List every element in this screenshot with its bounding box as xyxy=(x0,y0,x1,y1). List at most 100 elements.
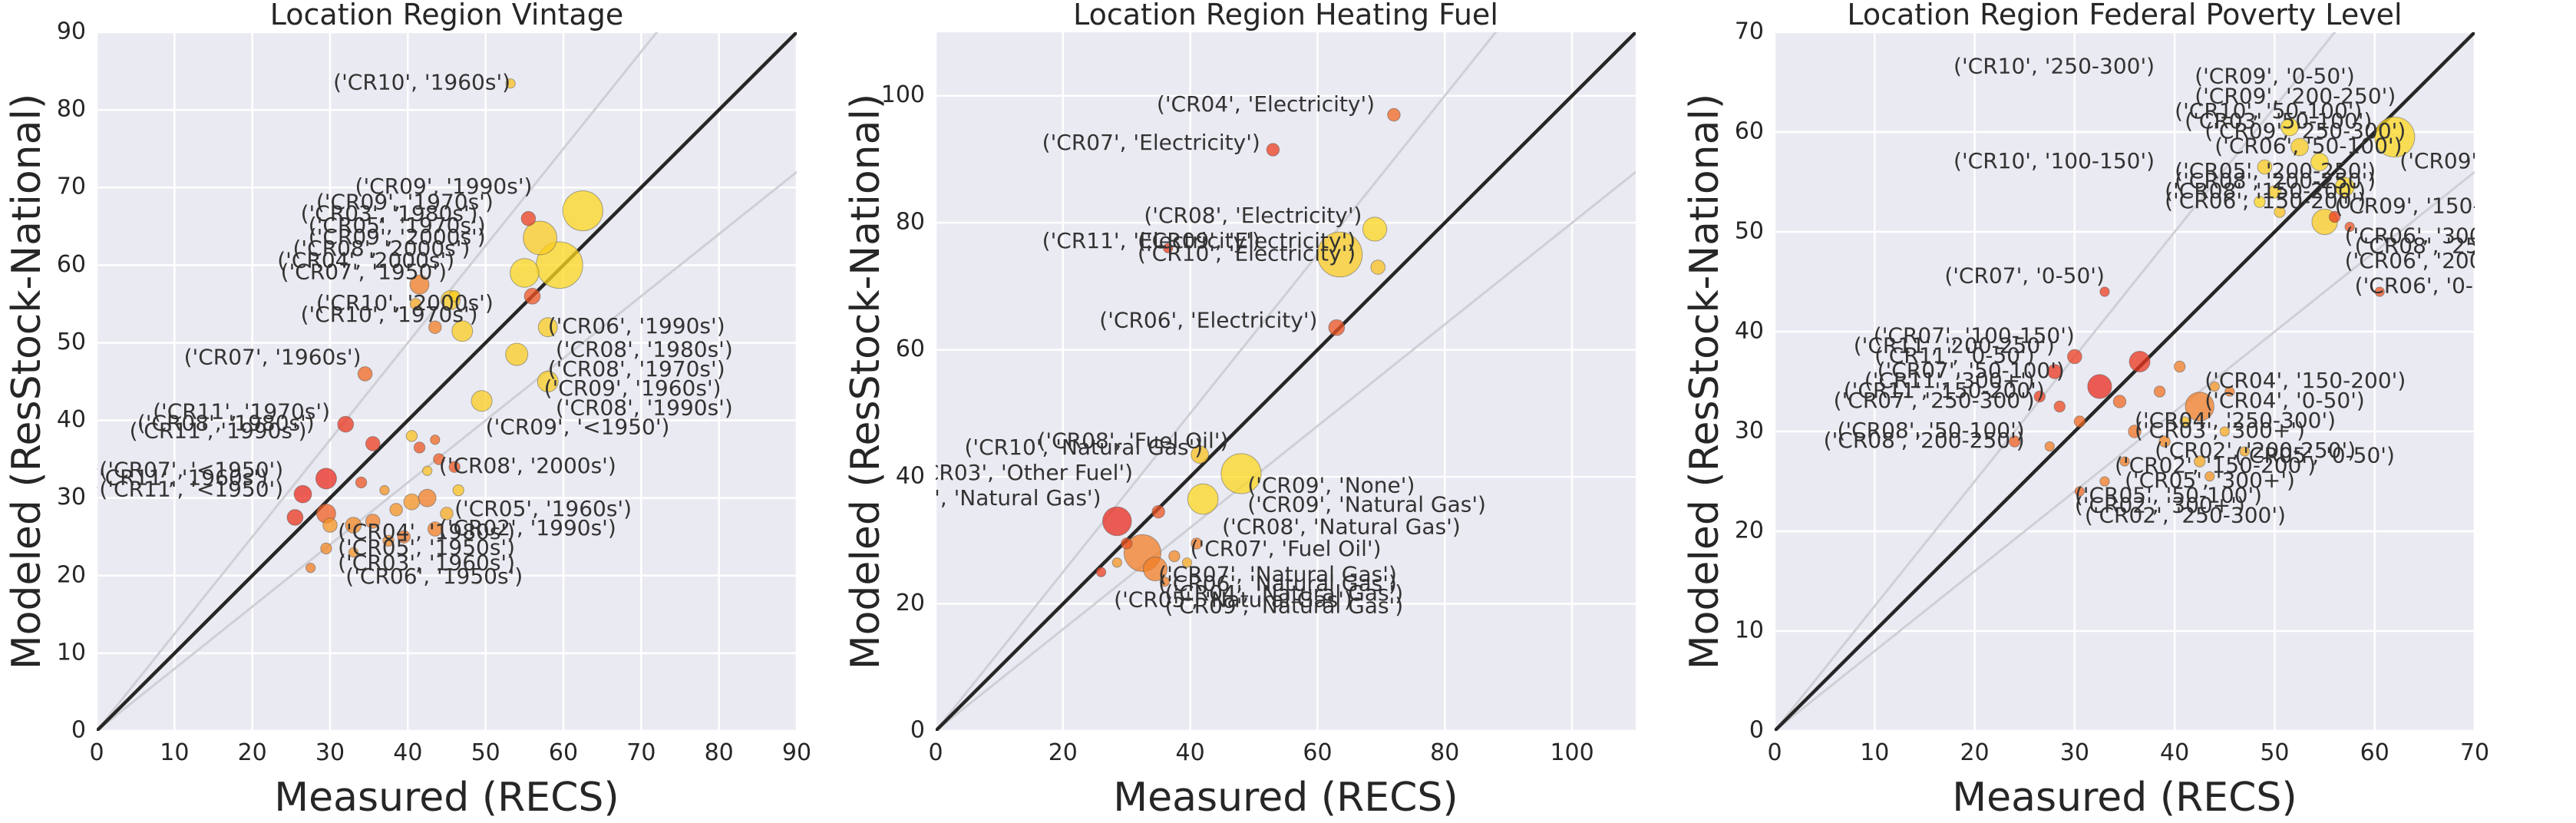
y-tick-label: 80 xyxy=(57,96,86,123)
data-point xyxy=(2274,206,2286,218)
data-point xyxy=(2204,471,2215,482)
identity-line xyxy=(936,32,1636,731)
point-label: ('CR08', '2000s') xyxy=(292,236,470,261)
point-label: ('CR09', 'None') xyxy=(1247,473,1415,498)
point-label: ('CR05', '1970s') xyxy=(309,213,486,238)
y-axis-label: Modeled (ResStock-National) xyxy=(4,94,50,669)
data-point xyxy=(2310,153,2329,171)
data-point xyxy=(357,366,373,382)
data-point xyxy=(2099,286,2110,297)
point-label: ('CR08', '1980s') xyxy=(137,411,315,436)
data-point xyxy=(1370,259,1386,275)
y-tick-label: 20 xyxy=(57,561,86,588)
data-point xyxy=(286,509,304,526)
point-label: ('CR07', '100-150') xyxy=(1874,323,2075,349)
point-label: ('CR07', '50-100') xyxy=(1878,358,2065,383)
point-label: ('CR07', '250-300') xyxy=(1834,388,2035,413)
data-point xyxy=(1121,537,1133,550)
point-label: ('CR03', 'Other Fuel') xyxy=(910,460,1133,485)
point-label: ('CR02', '300+') xyxy=(2075,493,2245,518)
x-tick-label: 40 xyxy=(2160,739,2189,766)
y-tick-label: 100 xyxy=(881,81,925,108)
point-label: ('CR06', '0-50') xyxy=(2355,273,2515,299)
point-label: ('CR08', '1970s') xyxy=(548,356,725,382)
data-point xyxy=(562,190,603,232)
data-point xyxy=(451,320,474,342)
x-tick-label: 20 xyxy=(238,739,267,766)
x-tick-label: 90 xyxy=(782,739,811,766)
point-label: ('CR05', '0-50') xyxy=(2234,443,2395,468)
point-label: ('CR06', '1950s') xyxy=(345,564,523,589)
data-point xyxy=(2290,137,2309,157)
data-point xyxy=(389,503,403,517)
panel-title: Location Region Federal Poverty Level xyxy=(1847,0,2402,31)
data-point xyxy=(355,476,368,489)
point-label: ('CR02', '250-300') xyxy=(2085,503,2286,528)
point-label: ('CR05', '1950s') xyxy=(338,534,515,560)
data-point xyxy=(448,290,461,302)
data-point xyxy=(2033,390,2046,403)
point-label: ('CR08', '2000s') xyxy=(439,453,616,478)
identity-line xyxy=(1775,32,2475,731)
point-label: ('CR11', 'Natural Gas') xyxy=(863,485,1101,511)
point-label: ('CR08', 'Natural Gas') xyxy=(1222,514,1461,539)
data-point xyxy=(452,484,464,497)
y-tick-label: 10 xyxy=(1735,617,1764,644)
point-label: ('CR04', '2000s') xyxy=(277,247,454,273)
point-label: ('CR05', 'Natural Gas') xyxy=(1114,587,1352,612)
x-tick-label: 30 xyxy=(2060,739,2089,766)
point-label: ('CR04', 'Natural Gas') xyxy=(1164,580,1403,606)
x-axis-label: Measured (RECS) xyxy=(1952,775,2297,821)
point-label: ('CR03', '300+') xyxy=(2135,418,2305,443)
data-point xyxy=(2153,385,2166,398)
point-label: ('CR11', '<1950') xyxy=(99,477,283,502)
x-tick-label: 100 xyxy=(1550,739,1593,766)
y-tick-label: 60 xyxy=(1735,118,1764,145)
data-point xyxy=(505,342,529,366)
point-label: ('CR05', '50-100') xyxy=(2075,483,2262,508)
x-axis-label: Measured (RECS) xyxy=(274,775,619,821)
x-tick-label: 70 xyxy=(2460,739,2489,766)
data-point xyxy=(440,507,454,521)
data-point xyxy=(2374,286,2385,297)
data-point xyxy=(2067,349,2082,365)
y-tick-label: 10 xyxy=(57,639,86,666)
point-label: ('CR08', '1990s') xyxy=(556,395,733,420)
data-point xyxy=(365,436,381,451)
point-label: ('CR09', '1970s') xyxy=(316,189,494,214)
data-point xyxy=(422,465,433,476)
point-label: ('CR07', '1960s') xyxy=(184,345,362,370)
point-label: ('CR11', '300+') xyxy=(1864,368,2035,393)
data-point xyxy=(1362,216,1388,242)
data-point xyxy=(2087,374,2112,399)
band-line xyxy=(1775,170,2475,731)
point-label: ('CR09', '1960s') xyxy=(544,375,722,401)
data-point xyxy=(1328,319,1346,336)
data-point xyxy=(2239,446,2250,457)
data-point xyxy=(2209,381,2220,392)
data-point xyxy=(305,563,316,573)
data-point xyxy=(2119,456,2130,467)
point-label: ('CR02', '150-200') xyxy=(2115,453,2316,478)
x-tick-label: 80 xyxy=(705,739,734,766)
point-label: ('CR02', '1990s') xyxy=(439,515,616,540)
point-label: ('CR10', '1970s') xyxy=(301,302,478,327)
point-label: ('CR08', '200-250') xyxy=(1824,428,2025,453)
band-line xyxy=(936,170,1636,731)
point-label: ('CR11', '1990s') xyxy=(130,418,307,444)
point-label: ('CR03', '1960s') xyxy=(338,550,515,576)
point-label: ('CR11', 'Electricity') xyxy=(1042,228,1260,253)
y-tick-label: 40 xyxy=(896,463,925,490)
point-label: ('CR06', 'Electricity') xyxy=(1099,307,1317,332)
y-tick-label: 70 xyxy=(1735,18,1764,45)
point-label: ('CR11', '1970s') xyxy=(153,398,330,424)
data-point xyxy=(322,517,338,533)
panel-federal-poverty-level: ('CR10', '250-300') ('CR09', '0-50')('CR0… xyxy=(1682,0,2515,821)
data-point xyxy=(523,287,541,305)
data-point xyxy=(1162,243,1174,253)
y-tick-label: 20 xyxy=(896,590,925,616)
point-label: ('CR09', '1990s') xyxy=(355,174,533,199)
data-point xyxy=(2053,400,2066,413)
y-tick-label: 0 xyxy=(71,717,86,744)
